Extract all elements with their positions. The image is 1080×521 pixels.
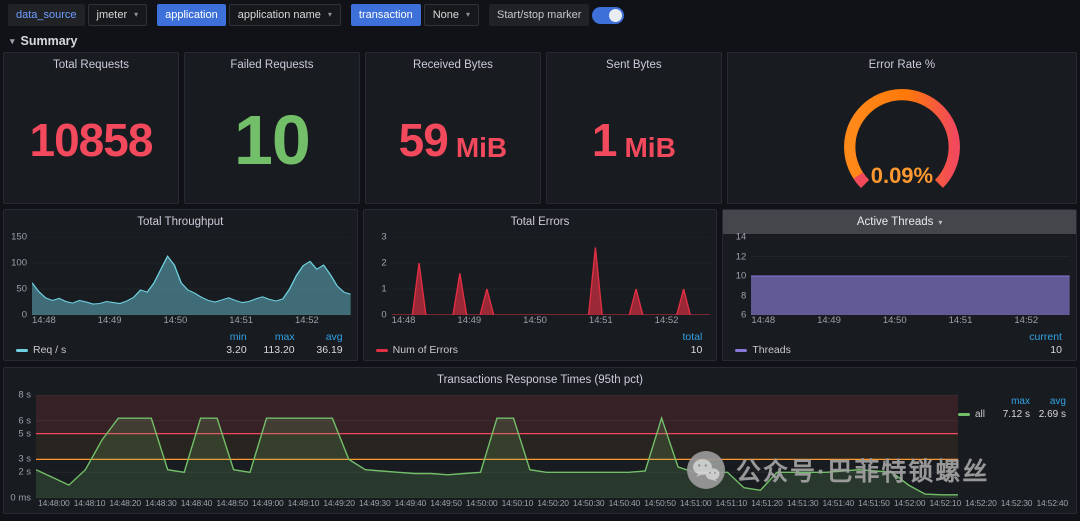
response-times-row: Transactions Response Times (95th pct) 0…	[3, 367, 1077, 514]
stat-received-bytes: 59 MiB	[366, 77, 540, 203]
variable-transaction: transaction None ▾	[350, 4, 480, 26]
variable-value-transaction[interactable]: None ▾	[423, 4, 480, 26]
chevron-down-icon: ▾	[10, 35, 15, 46]
panel-total-requests: Total Requests 10858	[3, 52, 179, 204]
panel-title[interactable]: Transactions Response Times (95th pct)	[436, 374, 644, 386]
y-axis: 0 50 100 150	[11, 231, 27, 321]
panel-title[interactable]: Received Bytes	[412, 59, 493, 71]
panel-response-times: Transactions Response Times (95th pct) 0…	[3, 367, 1077, 514]
variable-value-application[interactable]: application name ▾	[228, 4, 341, 26]
panel-sent-bytes: Sent Bytes 1 MiB	[545, 52, 722, 204]
chevron-down-icon: ▾	[938, 217, 943, 227]
legend[interactable]: current Threads 10	[725, 328, 1070, 358]
variable-data-source: data_source jmeter ▾	[8, 4, 148, 26]
start-stop-marker-toggle[interactable]	[592, 6, 625, 24]
dashboard-submenu-bar: data_source jmeter ▾ application applicat…	[0, 0, 1080, 30]
stat-failed-requests: 10	[185, 77, 359, 203]
x-axis: 14:48 14:49 14:50 14:51 14:52	[32, 315, 319, 326]
panel-title[interactable]: Total Requests	[52, 59, 130, 71]
stat-value: 1	[591, 114, 618, 166]
x-axis: 14:48 14:49 14:50 14:51 14:52	[751, 315, 1039, 326]
stat-total-requests: 10858	[4, 77, 178, 203]
stat-unit: MiB	[624, 132, 676, 163]
panel-title[interactable]: Active Threads ▾	[723, 210, 1076, 234]
gauge-value: 0.09%	[870, 163, 934, 188]
panel-title[interactable]: Error Rate %	[868, 59, 936, 71]
chevron-down-icon: ▾	[134, 10, 139, 19]
charts-row: Total Throughput 0 50 100 150 14:48 14:49 14:…	[3, 209, 1077, 361]
panel-title[interactable]: Failed Requests	[230, 59, 314, 71]
variable-label-transaction: transaction	[350, 4, 421, 26]
error-rate-gauge: 0.09%	[728, 77, 1076, 203]
panel-received-bytes: Received Bytes 59 MiB	[364, 52, 541, 204]
stat-unit: MiB	[455, 132, 508, 163]
panel-active-threads: Active Threads ▾ 6 8 10 12 14 14:48 14:49 14:5…	[722, 209, 1077, 361]
stat-sent-bytes: 1 MiB	[547, 77, 721, 203]
threads-chart: 6 8 10 12 14 14:48 14:49 14:50 14:51 14:52 curre…	[723, 231, 1076, 360]
panel-title[interactable]: Total Throughput	[137, 216, 224, 228]
chevron-down-icon: ▾	[466, 10, 471, 19]
stat-value: 10	[233, 101, 311, 179]
variable-application: application application name ▾	[157, 4, 341, 26]
row-summary-label: Summary	[20, 34, 78, 48]
plot-area[interactable]	[391, 237, 711, 315]
marker-label: Start/stop marker	[489, 4, 590, 26]
variable-label-data-source: data_source	[8, 4, 85, 26]
panel-total-throughput: Total Throughput 0 50 100 150 14:48 14:49 14:…	[3, 209, 358, 361]
y-axis: 6 8 10 12 14	[735, 231, 747, 321]
row-summary[interactable]: ▾ Summary	[0, 30, 1080, 52]
chevron-down-icon: ▾	[327, 10, 332, 19]
legend[interactable]: min max avg Req / s 3.20 113.20 36.19	[6, 328, 351, 358]
panel-title[interactable]: Sent Bytes	[606, 59, 662, 71]
variable-value-data-source[interactable]: jmeter ▾	[87, 4, 148, 26]
x-axis: 14:48 14:49 14:50 14:51 14:52	[391, 315, 679, 326]
throughput-chart: 0 50 100 150 14:48 14:49 14:50 14:51 14:52 min m…	[4, 231, 357, 360]
gauge-arc	[843, 89, 960, 188]
plot-area[interactable]	[36, 395, 958, 498]
plot-area[interactable]	[32, 237, 351, 315]
stat-value: 10858	[29, 114, 154, 166]
plot-area[interactable]	[751, 237, 1070, 315]
stats-row: Total Requests 10858 Failed Requests 10 …	[3, 52, 1077, 204]
stat-value: 59	[398, 114, 449, 166]
legend[interactable]: max avg all 7.12 s 2.69 s	[958, 395, 1070, 421]
marker-control: Start/stop marker	[489, 4, 625, 26]
panel-failed-requests: Failed Requests 10	[183, 52, 360, 204]
x-axis: 14:48:00 14:48:10 14:48:20 14:48:30 14:48:40…	[38, 498, 1068, 508]
panel-error-rate: Error Rate % 0.09%	[726, 52, 1077, 204]
panel-title[interactable]: Total Errors	[510, 216, 570, 228]
variable-label-application: application	[157, 4, 226, 26]
legend[interactable]: total Num of Errors 10	[366, 328, 711, 358]
